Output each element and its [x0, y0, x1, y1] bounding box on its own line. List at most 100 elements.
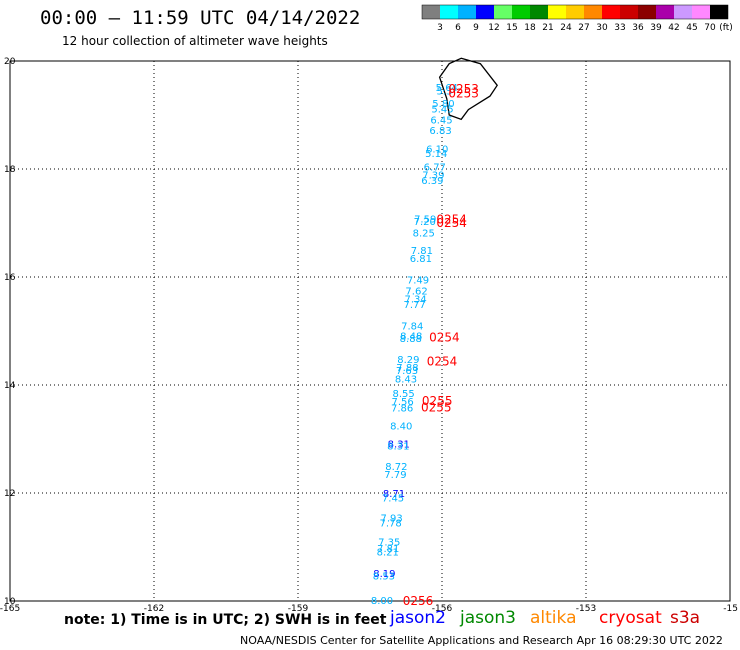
satellite-legend-jason3: jason3 [460, 608, 516, 628]
wave-height-label: 5.64 [436, 83, 458, 94]
wave-height-label: 8.00 [371, 596, 393, 607]
footer-note: note: 1) Time is in UTC; 2) SWH is in fe… [64, 612, 387, 628]
wave-height-label: 7.20 [414, 217, 436, 228]
legend-frame [421, 4, 729, 20]
wave-height-label: 6.39 [421, 176, 443, 187]
x-tick-label: -15 [723, 604, 738, 614]
wave-height-label: 5.80 [432, 99, 454, 110]
satellite-legend-altika: altika [530, 608, 577, 628]
wave-height-label: 8.55 [392, 389, 414, 400]
wave-height-label: 8.48 [400, 331, 422, 342]
legend-swatch [674, 5, 692, 19]
x-tick-label: -162 [144, 604, 164, 614]
wave-height-label: 5.14 [425, 149, 447, 160]
legend-tick: 9 [473, 23, 479, 33]
legend-tick: 12 [488, 23, 499, 33]
wave-height-label: 6.45 [430, 115, 452, 126]
wave-height-label: 8.40 [390, 422, 412, 433]
legend-tick: 39 [650, 23, 662, 33]
wave-height-label: 7.81 [411, 246, 433, 257]
legend-swatch [422, 5, 440, 19]
wave-height-label: 7.39 [422, 170, 444, 181]
legend-swatch [530, 5, 548, 19]
wave-height-label: 7.45 [382, 493, 404, 504]
x-tick-label: -156 [432, 604, 453, 614]
satellite-legend-s3a: s3a [670, 608, 701, 628]
legend-swatch [476, 5, 494, 19]
legend-tick: 24 [560, 23, 572, 33]
wave-height-label: 8.21 [377, 547, 399, 558]
legend-tick: 6 [455, 23, 461, 33]
plot-frame [9, 60, 731, 602]
wave-height-label: 8.72 [385, 462, 407, 473]
wave-height-label: 7.35 [378, 538, 400, 549]
time-label: 0253 [448, 82, 479, 96]
time-label: 0255 [422, 394, 453, 408]
wave-height-label: 8.43 [395, 375, 417, 386]
wave-height-label: 7.86 [391, 404, 413, 415]
wave-height-label: 5.3 [436, 87, 452, 98]
x-tick-label: -153 [576, 604, 596, 614]
legend-swatch [548, 5, 566, 19]
wave-height-label: 6.10 [426, 144, 448, 155]
time-label: 0254 [427, 355, 458, 369]
x-tick-label: -159 [288, 604, 309, 614]
legend-tick: 15 [506, 23, 517, 33]
legend-swatch [494, 5, 512, 19]
legend-swatch [458, 5, 476, 19]
legend-swatch [710, 5, 728, 19]
y-tick-label: 18 [4, 165, 16, 175]
legend-swatch [566, 5, 584, 19]
wave-height-label: 7.77 [404, 300, 426, 311]
wave-height-label: 8.53 [373, 572, 395, 583]
wave-height-label: 7.56 [392, 397, 414, 408]
wave-height-label: 6.77 [424, 162, 446, 173]
y-tick-label: 16 [4, 273, 16, 283]
wave-height-label: 7.81 [377, 544, 399, 555]
wave-height-label: 8.71 [383, 489, 405, 500]
wave-height-label: 8.31 [388, 439, 410, 450]
y-tick-label: 20 [4, 57, 16, 67]
wave-height-label: 6.83 [429, 126, 451, 137]
legend-swatch [440, 5, 458, 19]
wave-height-label: 7.78 [380, 519, 402, 530]
legend-swatch [602, 5, 620, 19]
wave-height-label: 7.49 [407, 276, 429, 287]
footer-credit: NOAA/NESDIS Center for Satellite Applica… [240, 634, 723, 647]
legend-swatch [584, 5, 602, 19]
legend-swatch [656, 5, 674, 19]
legend-tick: 3 [437, 23, 443, 33]
wave-height-label: 8.29 [397, 355, 419, 366]
y-tick-label: 12 [4, 489, 15, 499]
x-tick-label: -165 [0, 604, 20, 614]
island-outline [438, 57, 499, 121]
y-tick-label: 14 [4, 381, 16, 391]
wave-height-label: 7.93 [380, 513, 402, 524]
wave-height-label: 8.19 [373, 569, 395, 580]
legend-tick: 18 [524, 23, 536, 33]
wave-height-label: 7.88 [396, 363, 418, 374]
wave-height-label: 8.31 [387, 441, 409, 452]
legend-tick: 42 [668, 23, 679, 33]
wave-height-label: 6.81 [410, 254, 432, 265]
legend-tick: 33 [614, 23, 625, 33]
time-label: 0254 [436, 216, 467, 230]
wave-height-label: 7.34 [404, 295, 426, 306]
time-label: 0255 [421, 401, 452, 415]
wave-height-label: 7.79 [384, 470, 406, 481]
legend-tick: (ft) [719, 23, 733, 33]
y-tick-label: 10 [4, 597, 16, 607]
wave-height-label: 7.84 [401, 322, 423, 333]
wave-height-label: 8.88 [400, 334, 422, 345]
wave-height-label: 5.45 [431, 105, 453, 116]
legend-tick: 36 [632, 23, 644, 33]
legend-swatch [512, 5, 530, 19]
chart-subtitle: 12 hour collection of altimeter wave hei… [62, 34, 328, 48]
chart-title: 00:00 – 11:59 UTC 04/14/2022 [40, 7, 361, 29]
legend-tick: 21 [542, 23, 553, 33]
wave-height-label: 7.59 [414, 215, 436, 226]
wave-height-label: 7.63 [396, 366, 418, 377]
legend-tick: 30 [596, 23, 608, 33]
satellite-legend-cryosat: cryosat [599, 608, 662, 628]
legend-tick: 45 [686, 23, 697, 33]
